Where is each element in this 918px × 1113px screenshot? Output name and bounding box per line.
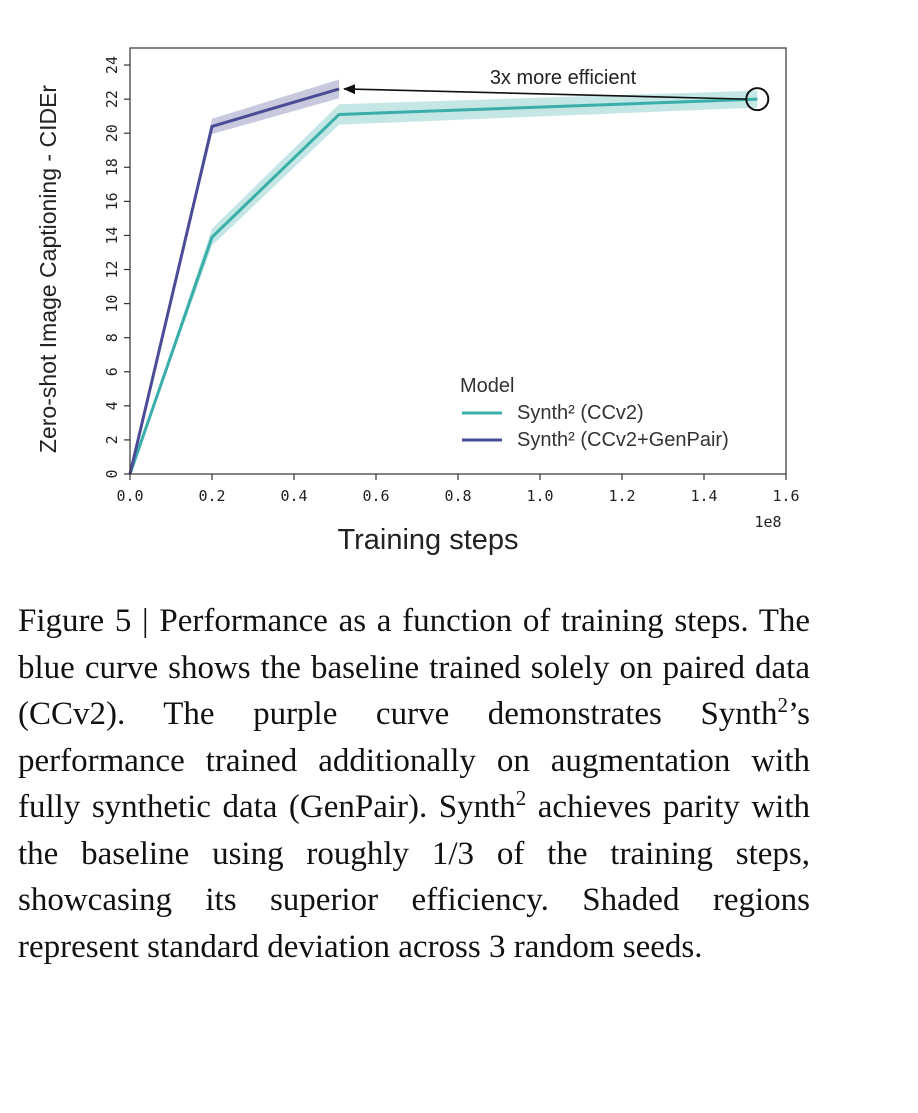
annotation: 3x more efficient [343,67,770,112]
caption-superscript-2: 2 [515,786,527,810]
x-tick-label: 1.0 [526,487,553,505]
line-series-0 [128,97,758,475]
y-tick-label: 10 [103,295,121,313]
axes: 0.0 0.2 0.4 0.6 0.8 1.0 1.2 1.4 1.60246810121416… [103,47,800,505]
caption-superscript-1: 2 [777,693,788,717]
y-axis-label: Zero-shot Image Captioning - CIDEr [35,85,61,453]
line-series-1 [128,87,340,475]
y-tick-label: 16 [103,192,121,210]
x-tick-label: 0.4 [280,487,307,505]
std-bands [130,79,758,475]
y-tick-label: 14 [103,226,121,244]
figure-caption: Figure 5 | Performance as a function of … [18,598,810,970]
annotation-text: 3x more efficient [490,67,637,89]
y-tick-label: 20 [103,124,121,142]
x-tick-label: 1.2 [608,487,635,505]
std-band-series-0 [130,90,758,474]
y-tick-label: 12 [103,260,121,278]
y-tick-label: 18 [103,158,121,176]
caption-prefix: Figure 5 | Performance as a function of … [18,603,810,732]
x-tick-label: 1.4 [690,487,717,505]
x-tick-label: 1.6 [772,487,799,505]
x-tick-label: 0.2 [198,487,225,505]
x-tick-label: 0.0 [116,487,143,505]
y-tick-label: 0 [103,469,121,478]
caption-suffix: achieves parity with the baseline using … [18,789,810,965]
x-tick-label: 0.8 [444,487,471,505]
x-axis-label: Training steps [337,524,518,556]
x-axis-scale-label: 1e8 [754,513,781,531]
y-tick-label: 4 [103,401,121,410]
legend-label-series-1: Synth² (CCv2+GenPair) [517,429,729,451]
y-tick-label: 6 [103,367,121,376]
y-tick-label: 2 [103,435,121,444]
y-tick-label: 8 [103,333,121,342]
y-tick-label: 22 [103,90,121,108]
y-tick-label: 24 [103,56,121,74]
series-lines [128,87,758,475]
line-chart: 0.0 0.2 0.4 0.6 0.8 1.0 1.2 1.4 1.60246810121416… [35,47,800,556]
legend-label-series-0: Synth² (CCv2) [517,402,644,424]
legend-title: Model [460,375,514,397]
x-tick-label: 0.6 [362,487,389,505]
annotation-arrow [343,84,747,100]
caption-middle: ’s performance trained additionally on a… [18,696,810,825]
